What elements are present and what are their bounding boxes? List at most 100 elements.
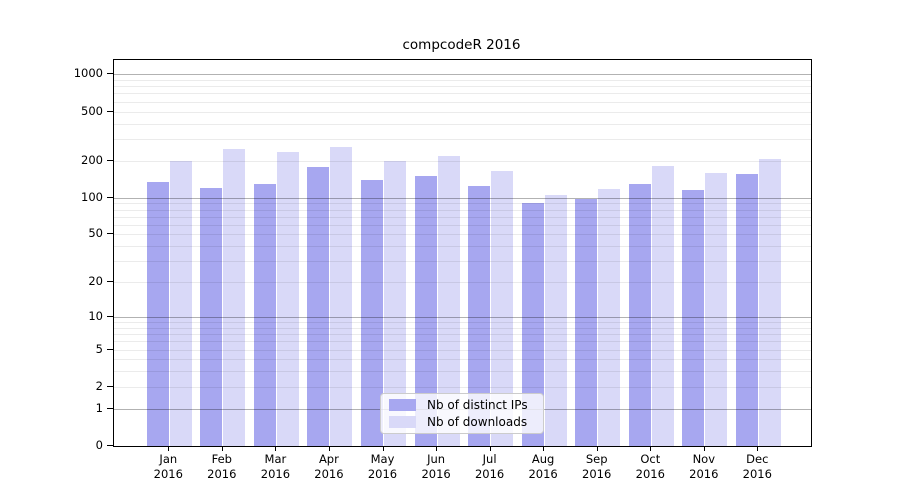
gridline-minor	[114, 386, 811, 388]
bar-downloads	[758, 158, 781, 446]
legend-swatch-downloads	[389, 416, 416, 429]
y-tick-mark	[107, 159, 113, 161]
gridline-minor	[114, 101, 811, 103]
y-tick-label: 500	[81, 103, 103, 118]
bar-distinct-ips	[628, 183, 651, 446]
x-tick-mark	[650, 446, 652, 451]
y-tick-mark	[107, 407, 113, 409]
y-tick-label: 1000	[73, 66, 103, 81]
gridline-minor	[114, 246, 811, 248]
bar-downloads	[223, 148, 246, 446]
x-tick-label: Jul 2016	[474, 452, 505, 481]
x-tick-mark	[703, 446, 705, 451]
gridline-major	[114, 197, 811, 199]
y-tick-label: 200	[81, 152, 103, 167]
bar-downloads	[598, 188, 621, 446]
y-tick-label: 2	[95, 378, 103, 393]
bar-distinct-ips	[682, 190, 705, 446]
y-tick-mark	[107, 110, 113, 112]
bar-distinct-ips	[253, 183, 276, 446]
x-tick-label: Sep 2016	[582, 452, 612, 481]
gridline-minor	[114, 209, 811, 211]
gridline-minor	[114, 349, 811, 351]
x-tick-label: May 2016	[367, 452, 398, 481]
x-tick-label: Nov 2016	[689, 452, 719, 481]
y-tick-mark	[107, 445, 113, 446]
gridline-minor	[114, 111, 811, 113]
bar-downloads	[651, 166, 674, 446]
gridline-minor	[114, 261, 811, 263]
x-tick-mark	[436, 446, 438, 451]
bar-downloads	[544, 194, 567, 446]
y-tick-label: 1	[95, 400, 103, 415]
x-tick-label: Oct 2016	[635, 452, 665, 481]
gridline-major	[114, 317, 811, 318]
y-tick-mark	[107, 73, 113, 75]
x-tick-label: Aug 2016	[528, 452, 558, 481]
bar-downloads	[169, 160, 192, 446]
legend-row-downloads: Nb of downloads	[389, 415, 535, 429]
x-tick-label: Jun 2016	[421, 452, 451, 481]
y-tick-label: 20	[88, 274, 103, 289]
gridline-minor	[114, 282, 811, 284]
gridline-minor	[114, 203, 811, 205]
x-tick-mark	[168, 446, 170, 451]
gridline-minor	[114, 371, 811, 373]
bar-downloads	[330, 146, 353, 446]
chart-title: compcodeR 2016	[402, 37, 521, 53]
y-tick-label: 50	[88, 226, 103, 241]
gridline-minor	[114, 234, 811, 236]
gridline-minor	[114, 216, 811, 218]
bar-downloads	[384, 160, 406, 446]
legend-swatch-distinct-ips	[389, 398, 416, 411]
y-tick-mark	[107, 385, 113, 387]
y-tick-mark	[107, 316, 113, 317]
legend-label-downloads: Nb of downloads	[427, 415, 528, 430]
plot-area: Nb of distinct IPs Nb of downloads	[113, 59, 812, 447]
x-tick-mark	[757, 446, 759, 451]
gridline-minor	[114, 327, 811, 329]
x-tick-label: Dec 2016	[742, 452, 772, 481]
x-tick-mark	[275, 446, 277, 451]
x-tick-label: Jan 2016	[153, 452, 183, 481]
bar-distinct-ips	[200, 187, 223, 446]
y-tick-mark	[107, 233, 113, 235]
legend-label-distinct-ips: Nb of distinct IPs	[427, 397, 528, 412]
x-tick-mark	[328, 446, 330, 451]
y-tick-mark	[107, 196, 113, 198]
gridline-minor	[114, 359, 811, 361]
y-tick-label: 5	[95, 341, 103, 356]
x-tick-mark	[543, 446, 545, 451]
gridline-minor	[114, 123, 811, 125]
x-tick-mark	[596, 446, 598, 451]
y-tick-label: 0	[95, 438, 103, 452]
bar-downloads	[276, 152, 299, 446]
bar-distinct-ips	[307, 166, 330, 446]
y-tick-mark	[107, 281, 113, 283]
bar-downloads	[705, 173, 728, 446]
x-tick-label: Feb 2016	[207, 452, 237, 481]
legend-row-distinct-ips: Nb of distinct IPs	[389, 398, 535, 412]
x-tick-label: Mar 2016	[260, 452, 291, 481]
gridline-minor	[114, 79, 811, 81]
gridline-minor	[114, 160, 811, 162]
bar-distinct-ips	[146, 181, 169, 446]
bar-distinct-ips	[575, 199, 598, 446]
gridline-minor	[114, 93, 811, 95]
gridline-minor	[114, 341, 811, 343]
x-tick-label: Apr 2016	[314, 452, 344, 481]
x-tick-mark	[382, 446, 384, 451]
bar-distinct-ips	[414, 176, 437, 446]
bar-distinct-ips	[521, 202, 544, 446]
gridline-minor	[114, 138, 811, 140]
bar-downloads	[491, 170, 514, 446]
gridline-minor	[114, 224, 811, 226]
gridline-major	[114, 74, 811, 76]
bar-distinct-ips	[468, 185, 491, 446]
y-tick-label: 10	[88, 309, 103, 323]
x-tick-mark	[489, 446, 491, 451]
legend: Nb of distinct IPs Nb of downloads	[380, 393, 544, 434]
gridline-minor	[114, 86, 811, 88]
x-tick-mark	[221, 446, 223, 451]
